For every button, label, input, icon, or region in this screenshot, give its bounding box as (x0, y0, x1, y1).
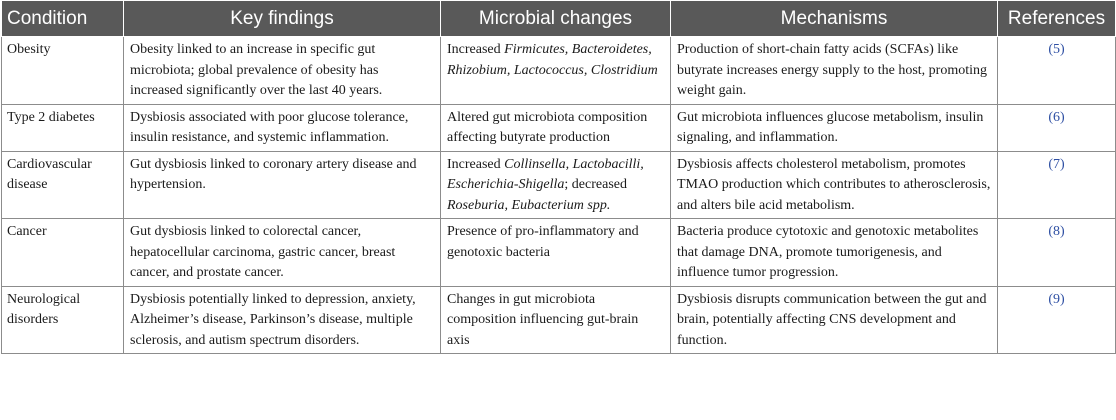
changes-cell: Increased Collinsella, Lactobacilli, Esc… (440, 150, 671, 219)
changes-text-italic: Collinsella, Lactobacilli, Escherichia-S… (447, 156, 644, 193)
findings-cell: Dysbiosis potentially linked to depressi… (123, 285, 441, 354)
table-row: Neurological disorders Dysbiosis potenti… (1, 285, 1116, 354)
mechanisms-cell: Production of short-chain fatty acids (S… (670, 36, 998, 105)
findings-cell: Gut dysbiosis linked to coronary artery … (123, 150, 441, 219)
reference-link[interactable]: (5) (1048, 42, 1065, 57)
condition-cell: Cancer (1, 218, 124, 287)
condition-cell: Type 2 diabetes (1, 103, 124, 152)
changes-cell: Changes in gut microbiota composition in… (440, 285, 671, 354)
conditions-table: Condition Key findings Microbial changes… (1, 0, 1116, 354)
mechanisms-cell: Dysbiosis disrupts communication between… (670, 285, 998, 354)
table-row: Cancer Gut dysbiosis linked to colorecta… (1, 218, 1116, 287)
header-references: References (997, 0, 1116, 37)
reference-cell: (5) (997, 36, 1116, 105)
header-microbial-changes: Microbial changes (440, 0, 671, 37)
table-row: Obesity Obesity linked to an increase in… (1, 36, 1116, 105)
changes-text: Altered gut microbiota composition affec… (447, 109, 648, 146)
condition-cell: Neurological disorders (1, 285, 124, 354)
changes-text: ; decreased (564, 177, 627, 192)
reference-link[interactable]: (7) (1048, 156, 1065, 172)
header-mechanisms: Mechanisms (670, 0, 998, 37)
mechanisms-cell: Dysbiosis affects cholesterol metabolism… (670, 150, 998, 219)
reference-cell: (8) (997, 218, 1116, 287)
mechanisms-cell: Gut microbiota influences glucose metabo… (670, 103, 998, 152)
findings-cell: Dysbiosis associated with poor glucose t… (123, 103, 441, 152)
findings-cell: Gut dysbiosis linked to colorectal cance… (123, 218, 441, 287)
table-row: Type 2 diabetes Dysbiosis associated wit… (1, 103, 1116, 152)
mechanisms-cell: Bacteria produce cytotoxic and genotoxic… (670, 218, 998, 287)
changes-text: Changes in gut microbiota composition in… (447, 291, 639, 348)
reference-link[interactable]: (9) (1048, 291, 1065, 307)
changes-cell: Altered gut microbiota composition affec… (440, 103, 671, 152)
reference-link[interactable]: (6) (1048, 109, 1065, 125)
header-key-findings: Key findings (123, 0, 441, 37)
changes-cell: Presence of pro-inflammatory and genotox… (440, 218, 671, 287)
changes-text: Increased (447, 156, 505, 172)
reference-link[interactable]: (8) (1048, 224, 1065, 239)
changes-cell: Increased Firmicutes, Bacteroidetes, Rhi… (440, 36, 671, 105)
changes-text: Increased (447, 42, 505, 57)
table-body: Obesity Obesity linked to an increase in… (1, 36, 1116, 354)
reference-cell: (9) (997, 285, 1116, 354)
changes-text-italic: Roseburia, Eubacterium spp. (447, 197, 611, 213)
table-row: Cardiovascular disease Gut dysbiosis lin… (1, 150, 1116, 219)
changes-text: Presence of pro-inflammatory and genotox… (447, 224, 639, 260)
changes-text-italic: Firmicutes, Bacteroidetes, Rhizobium, La… (447, 42, 658, 78)
condition-cell: Obesity (1, 36, 124, 105)
table-header: Condition Key findings Microbial changes… (1, 0, 1116, 37)
header-row: Condition Key findings Microbial changes… (1, 0, 1116, 37)
condition-cell: Cardiovascular disease (1, 150, 124, 219)
findings-cell: Obesity linked to an increase in specifi… (123, 36, 441, 105)
reference-cell: (7) (997, 150, 1116, 219)
reference-cell: (6) (997, 103, 1116, 152)
header-condition: Condition (1, 0, 124, 37)
